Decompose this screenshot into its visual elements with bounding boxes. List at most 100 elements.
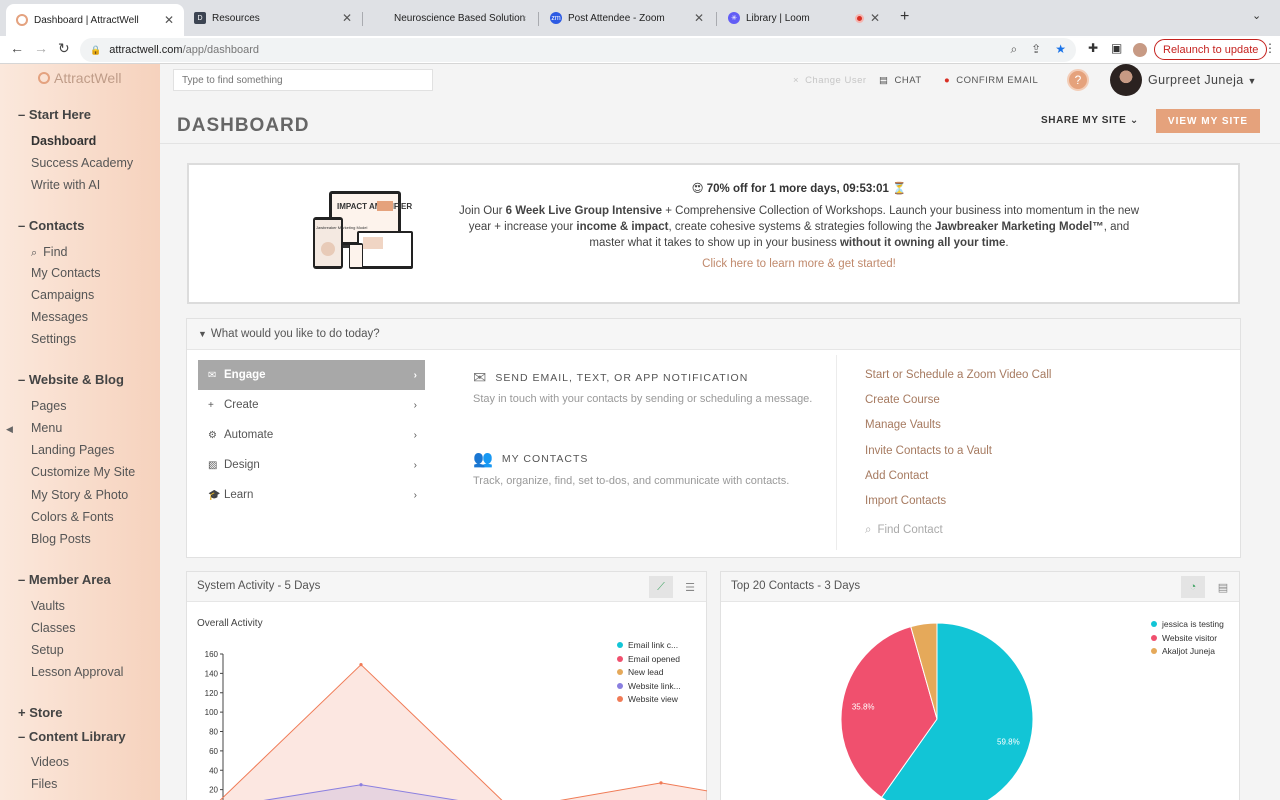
sidebar-item-pages[interactable]: Pages <box>31 399 67 413</box>
action-learn[interactable]: 🎓 Learn › <box>198 480 425 510</box>
sidebar-item-my-contacts[interactable]: My Contacts <box>31 266 101 280</box>
address-bar[interactable]: 🔒 attractwell.com/app/dashboard ⌕ ⇪ ★ <box>80 38 1076 62</box>
data-point[interactable] <box>359 663 363 667</box>
manage-vaults-link[interactable]: Manage Vaults <box>865 419 941 431</box>
action-create[interactable]: + Create › <box>198 390 425 420</box>
zoom-call-link[interactable]: Start or Schedule a Zoom Video Call <box>865 369 1052 381</box>
help-icon[interactable]: ? <box>1067 69 1089 91</box>
sidebar-item-success-academy[interactable]: Success Academy <box>31 156 134 170</box>
side-panel-icon[interactable]: ▣ <box>1111 41 1123 55</box>
user-menu[interactable]: Gurpreet Juneja ▼ <box>1148 73 1257 87</box>
sidebar-item-landing-pages[interactable]: Landing Pages <box>31 443 115 457</box>
new-tab-icon[interactable]: + <box>900 8 910 25</box>
promo-banner: IMPACT AMPLIFIER Jawbreaker Marketing Mo… <box>187 163 1240 304</box>
confirm-email-link[interactable]: ● CONFIRM EMAIL <box>944 75 1038 86</box>
data-point[interactable] <box>359 783 363 787</box>
promo-learn-more-link[interactable]: Click here to learn more & get started! <box>702 258 896 270</box>
impact-amplifier-image[interactable]: IMPACT AMPLIFIER Jawbreaker Marketing Mo… <box>311 187 421 275</box>
legend-item[interactable]: Website view <box>617 694 678 704</box>
bookmark-star-icon[interactable]: ★ <box>1055 42 1066 56</box>
send-email-title[interactable]: ✉ SEND EMAIL, TEXT, OR APP NOTIFICATION <box>473 368 748 388</box>
my-contacts-title[interactable]: 👥 MY CONTACTS <box>473 449 588 469</box>
data-point[interactable] <box>659 781 663 785</box>
sidebar-item-write-with-ai[interactable]: Write with AI <box>31 178 101 192</box>
share-icon[interactable]: ⇪ <box>1031 42 1042 56</box>
avatar[interactable] <box>1110 64 1142 96</box>
sidebar-item-colors-fonts[interactable]: Colors & Fonts <box>31 510 114 524</box>
tab-search-chevron-icon[interactable]: ⌄ <box>1252 10 1262 22</box>
pie-slice[interactable] <box>880 622 1034 800</box>
sidebar-item-lesson-approval[interactable]: Lesson Approval <box>31 665 124 679</box>
profile-avatar-icon[interactable] <box>1133 43 1147 57</box>
collapse-sidebar-icon[interactable]: ◀ <box>6 424 13 434</box>
legend-item[interactable]: Email link c... <box>617 640 678 650</box>
section-contacts[interactable]: – Contacts <box>18 218 85 233</box>
action-engage[interactable]: ✉ Engage › <box>198 360 425 390</box>
y-tick-label: 60 <box>209 747 218 756</box>
section-start-here[interactable]: – Start Here <box>18 107 91 122</box>
browser-menu-icon[interactable]: ⋮ <box>1264 41 1276 55</box>
legend-item[interactable]: New lead <box>617 667 663 677</box>
sidebar-item-campaigns[interactable]: Campaigns <box>31 288 95 302</box>
search-input[interactable] <box>173 69 433 91</box>
tab-loom[interactable]: ✳ Library | Loom ✕ <box>718 4 890 32</box>
close-tab-icon[interactable]: ✕ <box>693 11 704 25</box>
tab-neuroscience[interactable]: Neuroscience Based Solutions <box>366 4 536 32</box>
sidebar-item-messages[interactable]: Messages <box>31 310 88 324</box>
view-my-site-button[interactable]: VIEW MY SITE <box>1156 109 1260 133</box>
document-icon[interactable]: ▤ <box>1217 581 1229 594</box>
legend-item[interactable]: Website link... <box>617 681 681 691</box>
action-design[interactable]: ▨ Design › <box>198 450 425 480</box>
legend-item[interactable]: Email opened <box>617 654 680 664</box>
close-tab-icon[interactable]: ✕ <box>341 11 352 25</box>
close-tab-icon[interactable]: ✕ <box>163 13 174 27</box>
legend-item[interactable]: Akaljot Juneja <box>1151 646 1215 656</box>
legend-item[interactable]: Website visitor <box>1151 633 1217 643</box>
create-course-link[interactable]: Create Course <box>865 394 940 406</box>
close-tab-icon[interactable]: ✕ <box>869 11 880 25</box>
sidebar-item-blog-posts[interactable]: Blog Posts <box>31 532 91 546</box>
sidebar-item-classes[interactable]: Classes <box>31 621 76 635</box>
list-icon[interactable]: ☰ <box>685 581 695 594</box>
pie-slice[interactable] <box>840 626 938 799</box>
import-contacts-link[interactable]: Import Contacts <box>865 495 947 507</box>
sidebar-item-find[interactable]: ⌕ Find <box>31 245 68 260</box>
sidebar-item-videos[interactable]: Videos <box>31 755 69 769</box>
y-tick-label: 120 <box>205 689 219 698</box>
invite-vault-link[interactable]: Invite Contacts to a Vault <box>865 445 992 457</box>
tab-resources[interactable]: D Resources ✕ <box>184 4 362 32</box>
sidebar-item-settings[interactable]: Settings <box>31 332 77 346</box>
extensions-puzzle-icon[interactable]: ✚ <box>1088 41 1099 55</box>
reload-icon[interactable]: ↻ <box>58 40 70 56</box>
chat-link[interactable]: ▤ CHAT <box>879 75 922 86</box>
share-my-site-dropdown[interactable]: SHARE MY SITE ⌄ <box>1041 115 1139 126</box>
sidebar-item-menu[interactable]: Menu <box>31 421 63 435</box>
action-automate[interactable]: ⚙ Automate › <box>198 420 425 450</box>
pie-slice[interactable] <box>910 622 938 720</box>
add-contact-link[interactable]: Add Contact <box>865 470 929 482</box>
sidebar-item-setup[interactable]: Setup <box>31 643 64 657</box>
section-content-library[interactable]: – Content Library <box>18 729 126 744</box>
find-contact-field[interactable]: ⌕ Find Contact <box>865 524 943 537</box>
todo-panel-header[interactable]: ▼ What would you like to do today? <box>187 319 1240 350</box>
zoom-search-icon[interactable]: ⌕ <box>1010 42 1018 56</box>
relaunch-button[interactable]: Relaunch to update <box>1154 39 1268 60</box>
line-chart-icon[interactable]: ⟋ <box>649 576 673 598</box>
tab-dashboard[interactable]: Dashboard | AttractWell ✕ <box>6 4 184 36</box>
sidebar-item-vaults[interactable]: Vaults <box>31 599 65 613</box>
back-arrow-icon[interactable]: ← <box>10 40 24 56</box>
pie-chart-icon[interactable]: ◔ <box>1181 576 1205 598</box>
sidebar-item-my-story-photo[interactable]: My Story & Photo <box>31 488 129 502</box>
section-store[interactable]: + Store <box>18 705 63 720</box>
section-member-area[interactable]: – Member Area <box>18 572 111 587</box>
legend-item[interactable]: jessica is testing <box>1151 619 1224 629</box>
change-user-link[interactable]: × Change User <box>793 75 867 86</box>
sidebar-item-dashboard[interactable]: Dashboard <box>31 134 97 148</box>
tab-zoom[interactable]: zm Post Attendee - Zoom ✕ <box>540 4 714 32</box>
attractwell-logo[interactable]: AttractWell <box>38 70 121 86</box>
sidebar-item-customize-my-site[interactable]: Customize My Site <box>31 465 136 479</box>
chevron-right-icon: › <box>413 369 417 381</box>
forward-arrow-icon[interactable]: → <box>34 40 48 56</box>
sidebar-item-files[interactable]: Files <box>31 777 58 791</box>
section-website-blog[interactable]: – Website & Blog <box>18 372 124 387</box>
